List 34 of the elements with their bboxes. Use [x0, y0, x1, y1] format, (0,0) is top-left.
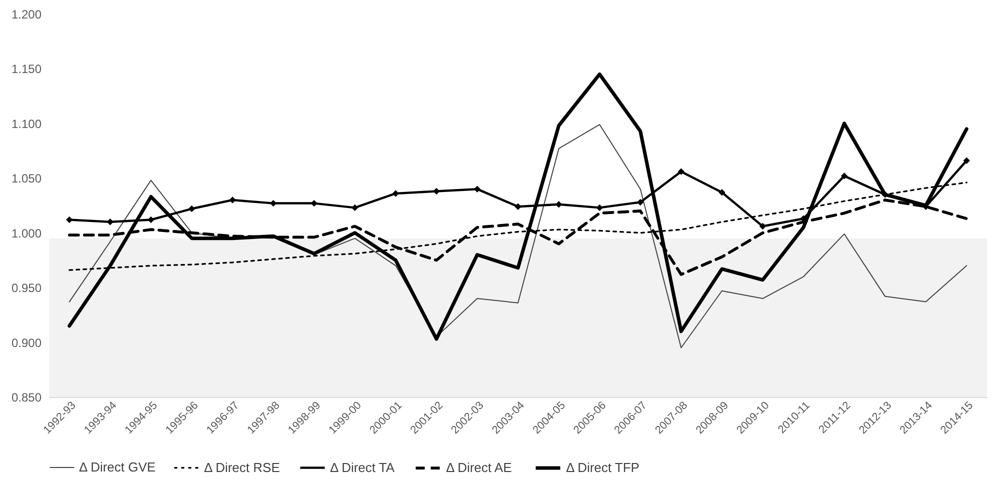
- point: [514, 203, 522, 210]
- y-tick-label: 1.200: [11, 8, 42, 22]
- y-tick-label: 1.100: [11, 116, 42, 131]
- point: [636, 198, 644, 206]
- point: [229, 196, 236, 204]
- point: [840, 172, 848, 180]
- y-tick-label: 0.850: [11, 390, 42, 404]
- legend-label: Δ Direct TFP: [566, 460, 640, 475]
- point: [718, 189, 726, 196]
- point: [188, 205, 196, 212]
- point: [963, 157, 970, 164]
- y-tick-label: 1.000: [11, 226, 42, 240]
- point: [474, 186, 481, 192]
- legend-label: Δ Direct TA: [330, 460, 395, 475]
- line-series: [68, 72, 968, 341]
- point: [882, 191, 888, 198]
- point: [555, 201, 562, 208]
- point: [433, 188, 440, 195]
- point: [352, 204, 358, 212]
- legend-label: Δ Direct RSE: [204, 460, 280, 475]
- point: [66, 216, 73, 224]
- point: [678, 168, 684, 175]
- legend-label: Δ Direct GVE: [79, 460, 156, 474]
- legend-label: Δ Direct AE: [446, 460, 512, 475]
- point: [106, 218, 114, 226]
- point: [759, 222, 766, 230]
- y-tick-label: 0.950: [11, 281, 42, 296]
- y-tick-label: 0.900: [11, 336, 42, 350]
- point: [148, 216, 154, 224]
- point: [310, 200, 318, 207]
- y-tick-label: 1.050: [11, 172, 42, 186]
- point: [270, 200, 277, 207]
- point: [596, 204, 603, 212]
- y-tick-label: 1.150: [11, 62, 42, 76]
